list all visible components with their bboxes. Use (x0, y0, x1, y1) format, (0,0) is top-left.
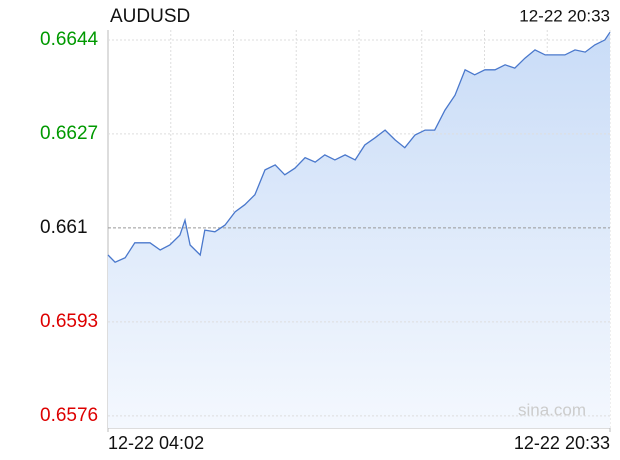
chart-title: AUDUSD (110, 6, 190, 27)
y-tick-label: 0.6644 (40, 29, 99, 50)
y-tick-label: 0.6593 (40, 311, 98, 332)
area (108, 32, 610, 428)
x-tick-label: 12-22 20:33 (514, 433, 610, 453)
y-tick-label: 0.6627 (40, 123, 98, 144)
y-tick-label: 0.6576 (40, 405, 98, 426)
y-tick-label: 0.661 (40, 217, 88, 238)
price-line (107, 31, 611, 263)
x-tick-label: 12-22 04:02 (108, 433, 204, 453)
timestamp: 12-22 20:33 (519, 6, 610, 25)
watermark: sina.com (518, 400, 586, 419)
